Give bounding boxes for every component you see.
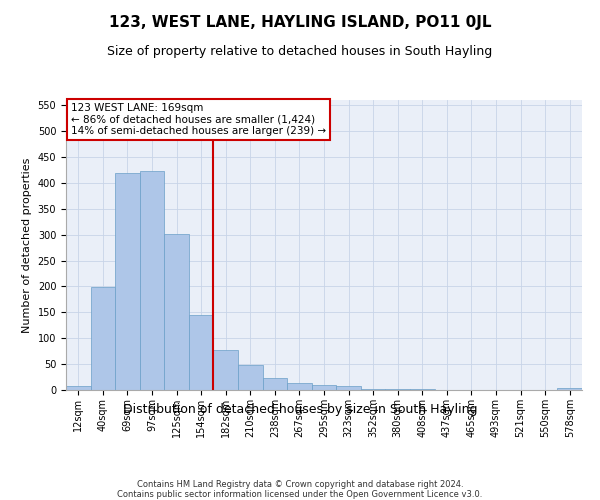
Bar xyxy=(91,288,115,390)
Bar xyxy=(238,364,263,390)
Bar xyxy=(115,172,140,390)
Bar xyxy=(263,378,287,390)
Bar xyxy=(287,384,312,390)
Text: Size of property relative to detached houses in South Hayling: Size of property relative to detached ho… xyxy=(107,45,493,58)
Bar xyxy=(189,316,214,390)
Y-axis label: Number of detached properties: Number of detached properties xyxy=(22,158,32,332)
Bar xyxy=(557,388,582,390)
Text: 123, WEST LANE, HAYLING ISLAND, PO11 0JL: 123, WEST LANE, HAYLING ISLAND, PO11 0JL xyxy=(109,15,491,30)
Bar xyxy=(140,171,164,390)
Bar xyxy=(214,350,238,390)
Text: Contains HM Land Registry data © Crown copyright and database right 2024.
Contai: Contains HM Land Registry data © Crown c… xyxy=(118,480,482,500)
Bar xyxy=(66,386,91,390)
Bar xyxy=(312,386,336,390)
Text: 123 WEST LANE: 169sqm
← 86% of detached houses are smaller (1,424)
14% of semi-d: 123 WEST LANE: 169sqm ← 86% of detached … xyxy=(71,103,326,136)
Bar xyxy=(361,389,385,390)
Text: Distribution of detached houses by size in South Hayling: Distribution of detached houses by size … xyxy=(123,402,477,415)
Bar xyxy=(385,389,410,390)
Bar xyxy=(164,234,189,390)
Bar xyxy=(336,386,361,390)
